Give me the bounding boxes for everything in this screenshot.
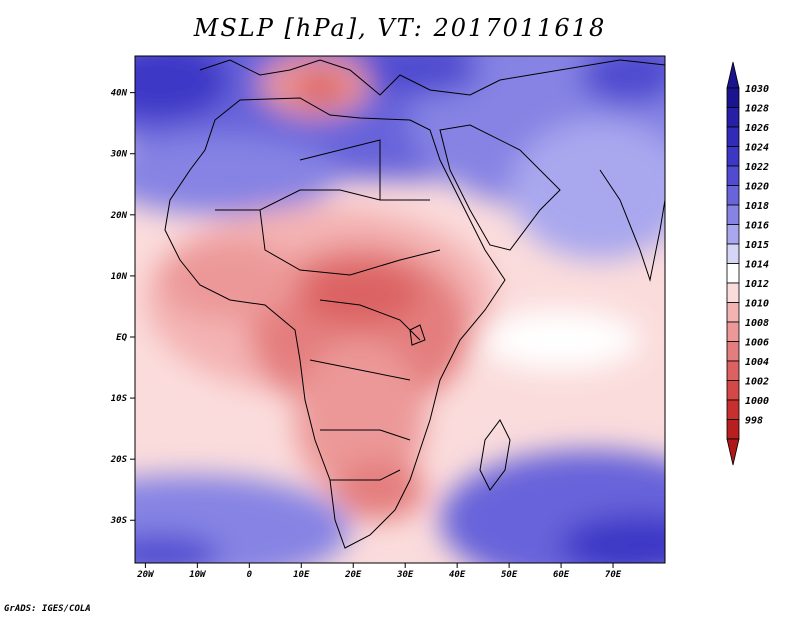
lon-tick-label: 0 [247, 570, 253, 580]
colorbar-swatch [726, 302, 740, 323]
colorbar-label: 1022 [745, 162, 769, 173]
colorbar-label: 1010 [745, 299, 769, 310]
colorbar-label: 1008 [745, 318, 769, 329]
lat-tick-label: 20S [110, 455, 128, 465]
lon-tick-label: 30E [396, 570, 414, 580]
colorbar-label: 1026 [745, 123, 769, 134]
lat-tick-label: 30N [110, 150, 128, 160]
colorbar-label: 1014 [745, 260, 769, 271]
colorbar-label: 1018 [745, 201, 769, 212]
lon-tick-label: 70E [605, 570, 622, 580]
lon-tick-label: 10W [189, 570, 207, 580]
longitude-axis: 20W 10W 0 10E 20E 30E 40E 50E 60E 70E [136, 563, 622, 580]
india-coastline [599, 169, 665, 282]
madagascar-coastline [479, 419, 511, 491]
colorbar-swatch [726, 185, 740, 206]
colorbar-label: 1000 [745, 396, 769, 407]
colorbar-label: 1006 [745, 338, 769, 349]
border [320, 429, 411, 441]
colorbar-swatch [726, 107, 740, 128]
colorbar-swatch [726, 243, 740, 264]
latitude-axis: 40N 30N 20N 10N EQ 10S 20S 30S [110, 89, 135, 526]
lat-tick-label: 40N [111, 89, 128, 99]
pressure-field [135, 56, 665, 563]
colorbar-label: 1004 [745, 357, 769, 368]
colorbar-swatch [726, 87, 740, 108]
colorbar-swatch [726, 224, 740, 245]
border [309, 359, 411, 381]
colorbar-swatch [726, 419, 740, 440]
colorbar-swatch [726, 263, 740, 284]
colorbar-swatch [726, 204, 740, 225]
colorbar-swatch [726, 126, 740, 147]
lat-tick-label: 10S [111, 394, 128, 404]
lat-tick-label: 10N [111, 272, 128, 282]
colorbar-swatch [726, 146, 740, 167]
colorbar-label: 1028 [745, 104, 769, 115]
lon-tick-label: 50E [501, 570, 518, 580]
border [299, 139, 381, 200]
europe-coastline [199, 59, 665, 96]
border [215, 189, 430, 211]
map-title: MSLP [hPa], VT: 2017011618 [193, 14, 607, 42]
colorbar-swatch [726, 282, 740, 303]
lon-tick-label: 40E [449, 570, 466, 580]
colorbar-swatch [726, 360, 740, 381]
colorbar-swatch [726, 341, 740, 362]
lon-tick-label: 10E [293, 570, 310, 580]
lat-tick-label: 30S [110, 516, 128, 526]
colorbar-label: 1030 [745, 84, 769, 95]
colorbar-label: 1002 [745, 377, 769, 388]
africa-coastline [164, 97, 506, 549]
map-frame [134, 55, 666, 564]
lake-victoria [409, 324, 426, 346]
lon-tick-label: 60E [553, 570, 570, 580]
colorbar-swatch [726, 165, 740, 186]
colorbar: 1030 1028 1026 1024 1022 1020 1018 1016 1015 1014… [726, 61, 769, 466]
colorbar-label: 1012 [745, 279, 769, 290]
colorbar-top-arrow [726, 61, 740, 89]
credit-label: GrADS: IGES/COLA [4, 604, 91, 614]
colorbar-swatch [726, 321, 740, 342]
lat-tick-label: EQ [116, 333, 127, 343]
coastlines [164, 59, 665, 549]
arabia-coastline [439, 124, 561, 251]
colorbar-swatch [726, 399, 740, 420]
colorbar-label: 1020 [745, 182, 769, 193]
pressure-map: 40N 30N 20N 10N EQ 10S 20S 30S 20W 10W 0 10E 20E 30E… [110, 55, 769, 580]
lon-tick-label: 20E [344, 570, 362, 580]
border [330, 469, 401, 481]
colorbar-label: 1016 [745, 221, 769, 232]
lat-tick-label: 20N [110, 211, 128, 221]
colorbar-bottom-arrow [726, 438, 740, 466]
colorbar-label: 998 [745, 416, 763, 427]
colorbar-swatch [726, 380, 740, 401]
colorbar-label: 1024 [745, 143, 769, 154]
border [259, 209, 441, 276]
colorbar-label: 1015 [745, 240, 769, 251]
lon-tick-label: 20W [136, 570, 155, 580]
